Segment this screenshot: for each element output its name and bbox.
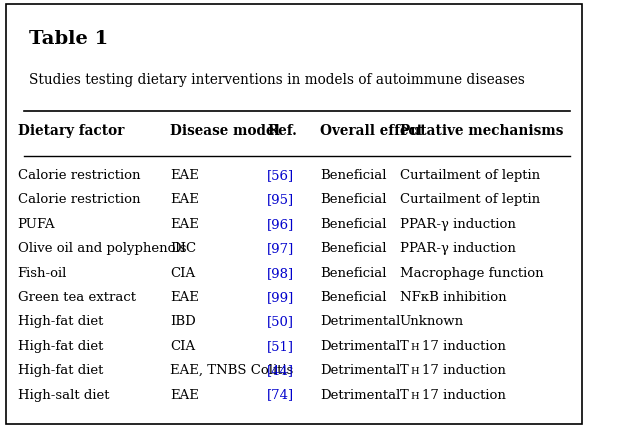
- Text: 17 induction: 17 induction: [422, 389, 505, 401]
- Text: [50]: [50]: [267, 315, 295, 328]
- Text: EAE: EAE: [170, 193, 199, 206]
- Text: Beneficial: Beneficial: [320, 193, 387, 206]
- Text: Calorie restriction: Calorie restriction: [17, 169, 140, 182]
- Text: Curtailment of leptin: Curtailment of leptin: [399, 169, 540, 182]
- Text: High-fat diet: High-fat diet: [17, 364, 103, 377]
- Text: IBD: IBD: [170, 315, 196, 328]
- Text: H: H: [410, 343, 419, 352]
- Text: Beneficial: Beneficial: [320, 169, 387, 182]
- Text: T: T: [399, 389, 408, 401]
- Text: Disease model: Disease model: [170, 124, 280, 138]
- Text: [99]: [99]: [267, 291, 295, 304]
- Text: T: T: [399, 364, 408, 377]
- Text: EAE: EAE: [170, 169, 199, 182]
- Text: [97]: [97]: [267, 242, 295, 255]
- Text: H: H: [410, 367, 419, 376]
- Text: Calorie restriction: Calorie restriction: [17, 193, 140, 206]
- Text: Beneficial: Beneficial: [320, 242, 387, 255]
- Text: Macrophage function: Macrophage function: [399, 267, 543, 279]
- Text: [98]: [98]: [267, 267, 295, 279]
- Text: [44]: [44]: [267, 364, 295, 377]
- Text: [56]: [56]: [267, 169, 295, 182]
- Text: H: H: [410, 392, 419, 401]
- Text: EAE: EAE: [170, 218, 199, 231]
- Text: CIA: CIA: [170, 340, 195, 353]
- Text: Fish-oil: Fish-oil: [17, 267, 67, 279]
- Text: Putative mechanisms: Putative mechanisms: [399, 124, 563, 138]
- Text: Detrimental: Detrimental: [320, 364, 401, 377]
- Text: EAE: EAE: [170, 291, 199, 304]
- Text: Studies testing dietary interventions in models of autoimmune diseases: Studies testing dietary interventions in…: [29, 73, 525, 87]
- Text: Detrimental: Detrimental: [320, 315, 401, 328]
- Text: High-fat diet: High-fat diet: [17, 340, 103, 353]
- Text: Beneficial: Beneficial: [320, 218, 387, 231]
- Text: Detrimental: Detrimental: [320, 389, 401, 401]
- Text: Ref.: Ref.: [267, 124, 297, 138]
- Text: Curtailment of leptin: Curtailment of leptin: [399, 193, 540, 206]
- Text: [51]: [51]: [267, 340, 295, 353]
- Text: Dietary factor: Dietary factor: [17, 124, 124, 138]
- Text: Table 1: Table 1: [29, 30, 109, 48]
- Text: High-salt diet: High-salt diet: [17, 389, 109, 401]
- Text: Green tea extract: Green tea extract: [17, 291, 135, 304]
- Text: 17 induction: 17 induction: [422, 340, 505, 353]
- Text: Beneficial: Beneficial: [320, 267, 387, 279]
- Text: NFκB inhibition: NFκB inhibition: [399, 291, 506, 304]
- Text: [95]: [95]: [267, 193, 295, 206]
- Text: PUFA: PUFA: [17, 218, 56, 231]
- Text: [96]: [96]: [267, 218, 295, 231]
- Text: 17 induction: 17 induction: [422, 364, 505, 377]
- Text: Olive oil and polyphenols: Olive oil and polyphenols: [17, 242, 186, 255]
- Text: Unknown: Unknown: [399, 315, 464, 328]
- Text: Beneficial: Beneficial: [320, 291, 387, 304]
- Text: EAE, TNBS Colitis: EAE, TNBS Colitis: [170, 364, 294, 377]
- FancyBboxPatch shape: [6, 4, 582, 424]
- Text: EAE: EAE: [170, 389, 199, 401]
- Text: DIC: DIC: [170, 242, 197, 255]
- Text: High-fat diet: High-fat diet: [17, 315, 103, 328]
- Text: [74]: [74]: [267, 389, 295, 401]
- Text: PPAR-γ induction: PPAR-γ induction: [399, 242, 515, 255]
- Text: PPAR-γ induction: PPAR-γ induction: [399, 218, 515, 231]
- Text: CIA: CIA: [170, 267, 195, 279]
- Text: T: T: [399, 340, 408, 353]
- Text: Detrimental: Detrimental: [320, 340, 401, 353]
- Text: Overall effect: Overall effect: [320, 124, 423, 138]
